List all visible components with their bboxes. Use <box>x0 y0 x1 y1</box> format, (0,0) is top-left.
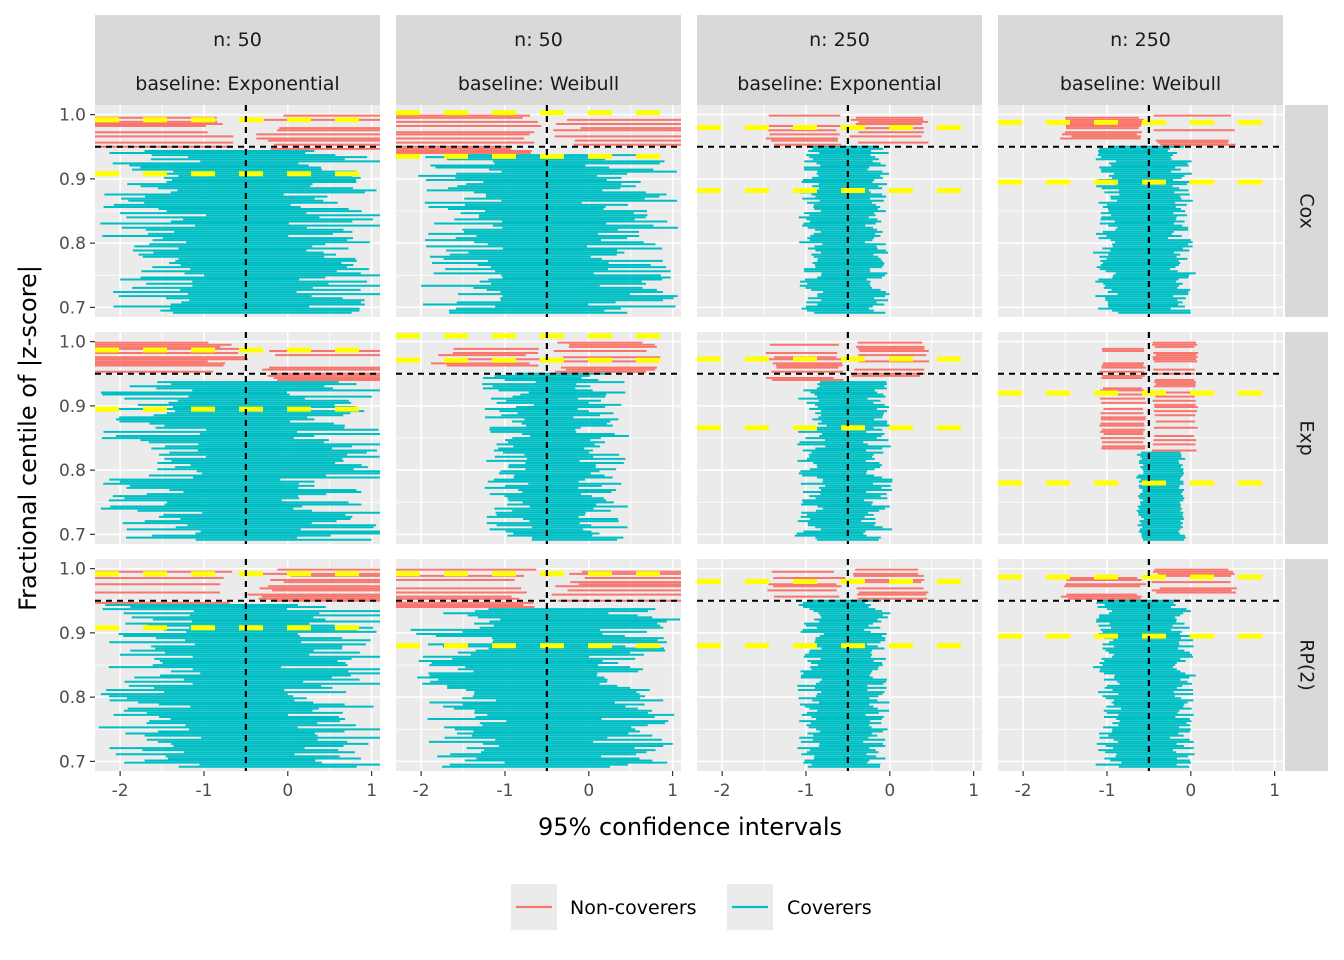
panel-r2-c3 <box>998 559 1283 771</box>
column-strip-3: n: 250 baseline: Weibull <box>998 15 1283 105</box>
y-tick-label: 0.7 <box>59 298 86 318</box>
column-strip-1: n: 50 baseline: Weibull <box>396 15 681 105</box>
y-tick-label: 0.8 <box>59 234 86 254</box>
panel-r2-c1 <box>396 559 681 771</box>
y-tick-label: 1.0 <box>59 560 86 580</box>
strip-background <box>1285 105 1328 317</box>
x-tick-label: -1 <box>195 781 212 801</box>
y-tick-label: 0.9 <box>59 624 86 644</box>
panel-r0-c0 <box>95 105 380 317</box>
x-tick-label: -2 <box>714 781 731 801</box>
strip-label-model: Exp <box>1296 420 1318 455</box>
x-tick-label: 0 <box>282 781 293 801</box>
x-axis-title: 95% confidence intervals <box>538 813 842 841</box>
y-tick-label: 0.7 <box>59 752 86 772</box>
x-tick-label: -2 <box>1015 781 1032 801</box>
panel-r1-c2 <box>697 332 982 544</box>
strip-background <box>1285 559 1328 771</box>
x-tick-label: 1 <box>1269 781 1280 801</box>
strip-label-n: n: 250 <box>809 29 870 51</box>
x-tick-label: 0 <box>884 781 895 801</box>
legend-label-coverers: Coverers <box>787 897 872 919</box>
x-tick-label: -1 <box>496 781 513 801</box>
x-tick-label: 1 <box>366 781 377 801</box>
strip-label-baseline: baseline: Weibull <box>1060 73 1221 95</box>
panel-r1-c1 <box>396 332 681 544</box>
axes: 0.7 0.8 0.9 1.0 0.7 0.8 0.9 1.0 0.7 0.8 0.9 1.0 -2 -1… <box>59 106 1280 801</box>
strip-background <box>95 15 380 105</box>
y-tick-label: 0.9 <box>59 397 86 417</box>
strip-label-n: n: 250 <box>1110 29 1171 51</box>
strip-background <box>1285 332 1328 544</box>
strip-label-n: n: 50 <box>213 29 262 51</box>
y-tick-label: 0.8 <box>59 688 86 708</box>
strip-background <box>396 15 681 105</box>
panel-r0-c3 <box>998 105 1283 317</box>
y-tick-label: 0.7 <box>59 525 86 545</box>
y-tick-label: 1.0 <box>59 333 86 353</box>
legend: Non-coverers Coverers <box>511 884 872 930</box>
strip-background <box>998 15 1283 105</box>
x-tick-label: 1 <box>968 781 979 801</box>
panel-r0-c2 <box>697 105 982 317</box>
panel-r1-c0 <box>95 332 380 544</box>
column-strip-0: n: 50 baseline: Exponential <box>95 15 380 105</box>
row-strip-2: RP(2) <box>1285 559 1328 771</box>
panel-r0-c1 <box>396 105 681 317</box>
x-tick-label: -1 <box>1098 781 1115 801</box>
row-strip-0: Cox <box>1285 105 1328 317</box>
y-tick-label: 0.9 <box>59 170 86 190</box>
panel-r1-c3 <box>998 332 1283 544</box>
panels-layer <box>95 105 1283 771</box>
x-tick-label: 0 <box>583 781 594 801</box>
row-strips: Cox Exp RP(2) <box>1285 105 1328 771</box>
strip-label-baseline: baseline: Exponential <box>737 73 941 95</box>
column-strip-2: n: 250 baseline: Exponential <box>697 15 982 105</box>
y-axis-title: Fractional centile of |z-score| <box>14 265 42 611</box>
strip-label-baseline: baseline: Weibull <box>458 73 619 95</box>
column-strips: n: 50 baseline: Exponential n: 50 baseline:… <box>95 15 1283 105</box>
x-tick-label: 0 <box>1185 781 1196 801</box>
x-tick-label: 1 <box>667 781 678 801</box>
y-tick-label: 0.8 <box>59 461 86 481</box>
row-strip-1: Exp <box>1285 332 1328 544</box>
strip-label-model: Cox <box>1296 193 1318 229</box>
strip-background <box>697 15 982 105</box>
y-tick-label: 1.0 <box>59 106 86 126</box>
panel-r2-c0 <box>95 559 380 771</box>
x-tick-label: -2 <box>413 781 430 801</box>
strip-label-n: n: 50 <box>514 29 563 51</box>
legend-label-noncoverers: Non-coverers <box>570 897 697 919</box>
x-tick-label: -1 <box>797 781 814 801</box>
strip-label-baseline: baseline: Exponential <box>135 73 339 95</box>
panel-r2-c2 <box>697 559 982 771</box>
strip-label-model: RP(2) <box>1296 639 1318 691</box>
x-tick-label: -2 <box>112 781 129 801</box>
